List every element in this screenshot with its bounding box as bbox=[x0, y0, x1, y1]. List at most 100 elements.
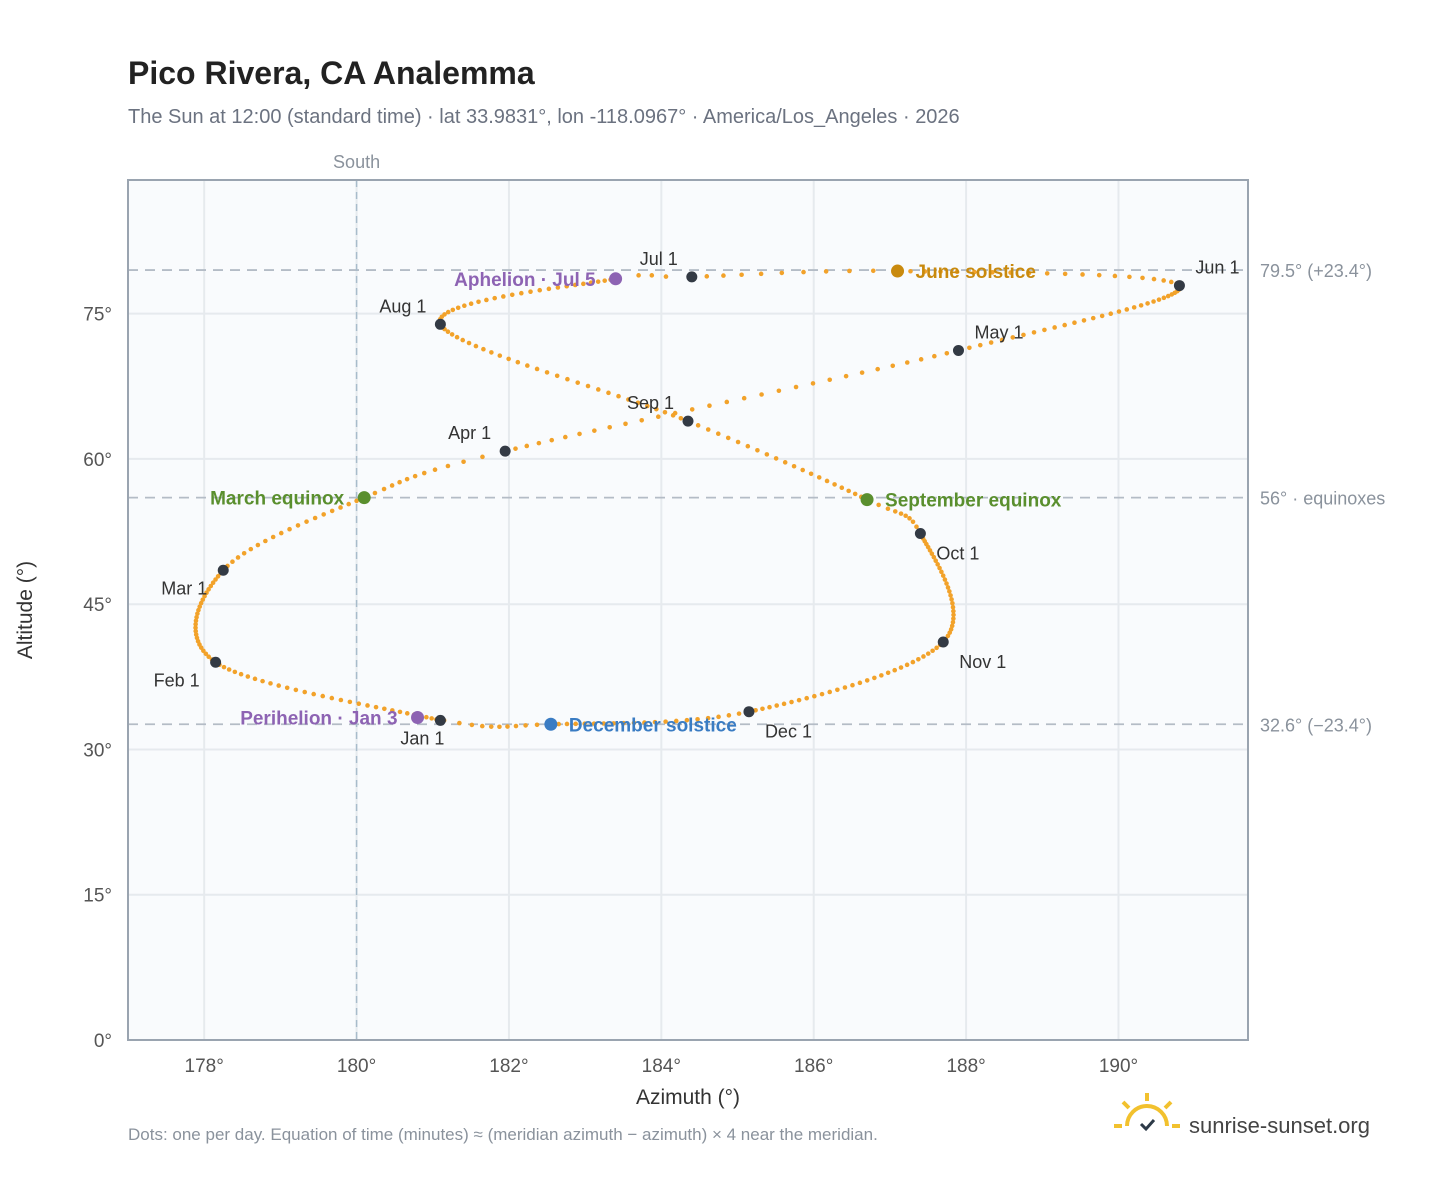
day-dot bbox=[1112, 273, 1118, 279]
day-dot bbox=[1127, 274, 1132, 280]
day-dot bbox=[801, 269, 806, 275]
day-dot bbox=[652, 719, 658, 725]
day-dot bbox=[735, 439, 741, 445]
day-dot bbox=[204, 590, 209, 596]
month-label: Jan 1 bbox=[400, 728, 444, 748]
day-dot bbox=[892, 509, 898, 514]
day-dot bbox=[1168, 279, 1174, 285]
day-dot bbox=[390, 708, 395, 713]
day-dot bbox=[759, 392, 764, 397]
day-dot bbox=[846, 488, 851, 494]
event-label: June solstice bbox=[916, 262, 1036, 283]
day-dot bbox=[929, 551, 935, 557]
day-dot bbox=[1138, 303, 1144, 308]
event-label: Perihelion · Jan 3 bbox=[240, 709, 397, 730]
day-dot bbox=[445, 309, 451, 315]
day-dot bbox=[808, 471, 814, 477]
day-dot bbox=[885, 506, 891, 511]
day-dot bbox=[202, 593, 207, 599]
day-dot bbox=[497, 724, 502, 730]
day-dot bbox=[781, 701, 787, 707]
day-dot bbox=[1099, 313, 1105, 319]
day-dot bbox=[707, 403, 712, 408]
day-dot bbox=[645, 403, 650, 409]
day-dot bbox=[921, 654, 926, 659]
day-dot bbox=[990, 270, 995, 275]
day-dot bbox=[885, 670, 891, 676]
day-dot bbox=[484, 297, 489, 303]
day-dot bbox=[519, 290, 524, 296]
day-dot bbox=[760, 706, 765, 712]
day-dot bbox=[528, 289, 533, 294]
day-dot bbox=[948, 593, 953, 598]
event-dot bbox=[891, 264, 905, 278]
day-dot bbox=[469, 722, 475, 728]
day-dot bbox=[572, 282, 578, 288]
day-dot bbox=[1062, 271, 1068, 277]
day-dot bbox=[356, 701, 362, 706]
reference-label: 56° · equinoxes bbox=[1260, 489, 1385, 509]
y-tick-label: 45° bbox=[83, 595, 112, 616]
day-dot bbox=[329, 508, 335, 514]
day-dot bbox=[473, 343, 479, 349]
reference-lines: 79.5° (+23.4°) 56° · equinoxes 32.6° (−23.… bbox=[128, 261, 1385, 735]
day-dot bbox=[695, 423, 701, 428]
day-dot bbox=[939, 569, 944, 575]
chart-title: Pico Rivera, CA Analemma bbox=[128, 55, 535, 91]
meridian-line: South bbox=[333, 152, 380, 1040]
day-dot bbox=[890, 363, 896, 369]
day-dot bbox=[999, 337, 1005, 343]
day-dot bbox=[623, 421, 628, 427]
footnote: Dots: one per day. Equation of time (min… bbox=[128, 1125, 878, 1144]
day-dot bbox=[321, 512, 326, 517]
day-dot bbox=[705, 427, 711, 432]
y-tick-label: 75° bbox=[83, 305, 112, 326]
day-dot bbox=[662, 409, 668, 415]
month-dot bbox=[210, 656, 222, 668]
day-dot bbox=[1165, 293, 1171, 299]
day-dot bbox=[206, 587, 211, 592]
day-dot bbox=[1081, 318, 1087, 323]
day-dot bbox=[592, 428, 597, 433]
day-dot bbox=[745, 443, 751, 449]
day-dot bbox=[454, 334, 460, 340]
day-dot bbox=[565, 376, 570, 382]
month-dot bbox=[952, 344, 964, 356]
day-dot bbox=[1021, 332, 1026, 338]
x-tick-label: 178° bbox=[185, 1056, 224, 1077]
day-dot bbox=[581, 281, 586, 287]
day-dot bbox=[232, 669, 238, 675]
day-dot bbox=[950, 604, 956, 610]
day-dot bbox=[725, 435, 731, 441]
day-dot bbox=[347, 699, 353, 705]
day-dot bbox=[949, 623, 955, 629]
day-dot bbox=[779, 270, 785, 276]
month-dot bbox=[686, 271, 698, 283]
day-dot bbox=[850, 682, 855, 688]
day-dot bbox=[373, 704, 379, 710]
day-dot bbox=[1096, 272, 1102, 278]
day-dot bbox=[876, 502, 881, 508]
month-label: Sep 1 bbox=[627, 393, 674, 413]
day-dot bbox=[573, 721, 578, 727]
day-dot bbox=[739, 272, 744, 278]
chart-subtitle: The Sun at 12:00 (standard time) · lat 3… bbox=[128, 106, 960, 128]
day-dot bbox=[492, 295, 497, 301]
x-tick-label: 182° bbox=[489, 1056, 528, 1077]
day-dot bbox=[954, 269, 960, 275]
day-dot bbox=[907, 516, 912, 521]
month-dot bbox=[499, 445, 511, 457]
day-dot bbox=[776, 388, 782, 394]
event-label: March equinox bbox=[210, 489, 345, 510]
day-dot bbox=[197, 604, 203, 609]
day-dot bbox=[789, 699, 794, 705]
day-dot bbox=[616, 393, 621, 399]
day-dot bbox=[847, 268, 852, 274]
day-dot bbox=[534, 366, 540, 372]
day-dot bbox=[457, 720, 462, 726]
event-label: December solstice bbox=[569, 715, 737, 736]
month-dot bbox=[914, 527, 926, 539]
day-dot bbox=[513, 723, 519, 729]
day-dot bbox=[904, 662, 910, 668]
